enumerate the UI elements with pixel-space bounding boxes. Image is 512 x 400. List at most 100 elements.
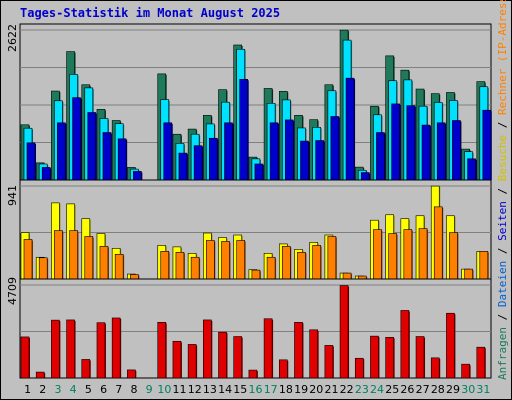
x-label-day-4: 4 bbox=[70, 383, 77, 396]
bar-sites-day-11 bbox=[175, 252, 185, 280]
legend-item-6: Besuche bbox=[496, 135, 509, 181]
x-label-day-17: 17 bbox=[264, 383, 278, 396]
x-label-day-10: 10 bbox=[157, 383, 171, 396]
bar-sites-day-27 bbox=[418, 228, 428, 280]
bar-sites-day-26 bbox=[403, 229, 413, 280]
panel-1: 2622 bbox=[6, 23, 492, 181]
bar-sites-day-2 bbox=[38, 257, 48, 280]
bar-kbytes-day-3 bbox=[51, 319, 60, 379]
bar-kbytes-day-23 bbox=[354, 357, 364, 379]
bar-pages-day-29 bbox=[452, 120, 461, 181]
bar-sites-day-13 bbox=[206, 240, 215, 280]
x-label-day-6: 6 bbox=[100, 383, 107, 396]
bar-pages-day-19 bbox=[300, 140, 309, 181]
x-label-day-14: 14 bbox=[218, 383, 232, 396]
x-label-day-19: 19 bbox=[294, 383, 308, 396]
bar-pages-day-28 bbox=[436, 122, 446, 181]
bar-kbytes-day-4 bbox=[66, 319, 75, 379]
bar-pages-day-18 bbox=[284, 119, 294, 181]
panel-3-ymax-label: 4709 bbox=[6, 277, 19, 305]
chart-title: Tages-Statistik im Monat August 2025 bbox=[20, 6, 281, 20]
bar-kbytes-day-11 bbox=[172, 340, 182, 379]
bar-sites-day-30 bbox=[464, 268, 473, 280]
x-label-day-30: 30 bbox=[461, 383, 475, 396]
bar-pages-day-11 bbox=[178, 152, 188, 181]
legend-item-7: / bbox=[496, 115, 509, 135]
bar-pages-day-20 bbox=[315, 140, 324, 181]
bar-kbytes-day-28 bbox=[430, 357, 440, 379]
legend-item-8: Rechner (IP-Adressen) bbox=[496, 0, 509, 115]
bar-pages-day-22 bbox=[345, 77, 355, 181]
x-label-day-15: 15 bbox=[233, 383, 247, 396]
bar-sites-day-24 bbox=[373, 229, 382, 280]
bar-pages-day-24 bbox=[376, 132, 385, 181]
bar-sites-day-10 bbox=[160, 251, 170, 280]
bar-pages-day-14 bbox=[224, 122, 233, 181]
legend-item-0: Anfragen bbox=[496, 327, 509, 380]
bar-sites-day-29 bbox=[449, 232, 458, 280]
bar-kbytes-day-13 bbox=[203, 319, 212, 379]
bar-sites-day-8 bbox=[130, 274, 139, 280]
bar-pages-day-12 bbox=[193, 145, 203, 181]
bar-sites-day-16 bbox=[251, 269, 261, 280]
bar-kbytes-day-22 bbox=[339, 285, 349, 379]
bar-kbytes-day-7 bbox=[111, 317, 121, 379]
bar-kbytes-day-6 bbox=[96, 322, 106, 379]
bar-pages-day-25 bbox=[391, 103, 400, 181]
x-label-day-23: 23 bbox=[355, 383, 369, 396]
legend-item-1: / bbox=[496, 307, 509, 327]
x-label-day-18: 18 bbox=[279, 383, 293, 396]
x-label-day-8: 8 bbox=[130, 383, 137, 396]
bar-kbytes-day-21 bbox=[324, 345, 334, 379]
bar-sites-day-12 bbox=[190, 256, 200, 280]
x-label-day-21: 21 bbox=[324, 383, 338, 396]
bar-pages-day-5 bbox=[87, 112, 97, 181]
bar-kbytes-day-18 bbox=[278, 359, 288, 379]
x-label-day-9: 9 bbox=[146, 383, 153, 396]
x-label-day-29: 29 bbox=[446, 383, 460, 396]
bar-sites-day-18 bbox=[281, 246, 291, 280]
bar-pages-day-3 bbox=[57, 122, 66, 181]
bar-sites-day-31 bbox=[479, 251, 489, 280]
x-label-day-28: 28 bbox=[431, 383, 445, 396]
bar-kbytes-day-24 bbox=[370, 335, 379, 379]
bar-sites-day-14 bbox=[221, 241, 230, 280]
x-label-day-1: 1 bbox=[24, 383, 31, 396]
x-axis-day-labels: 1 2 3 4 5 6 7 8 9 10 11 12 13 14 15 16 17 18 19 20 21 22 23 24 2… bbox=[24, 383, 490, 396]
bar-kbytes-day-15 bbox=[233, 336, 243, 379]
legend-item-5: / bbox=[496, 181, 509, 201]
bar-kbytes-day-10 bbox=[157, 322, 167, 379]
bar-kbytes-day-31 bbox=[476, 346, 486, 379]
bar-kbytes-day-30 bbox=[461, 363, 470, 379]
panel-3: 4709 bbox=[6, 277, 492, 379]
bar-sites-day-22 bbox=[342, 272, 352, 280]
legend-item-2: Dateien bbox=[496, 261, 509, 307]
bar-sites-day-1 bbox=[23, 239, 33, 280]
bar-kbytes-day-19 bbox=[294, 322, 303, 379]
bar-sites-day-6 bbox=[99, 246, 109, 280]
bar-sites-day-25 bbox=[388, 233, 397, 280]
bar-pages-day-8 bbox=[133, 171, 142, 181]
bar-kbytes-day-17 bbox=[263, 318, 273, 379]
bar-kbytes-day-26 bbox=[400, 310, 410, 379]
x-label-day-2: 2 bbox=[39, 383, 46, 396]
bar-pages-day-30 bbox=[467, 158, 476, 181]
bar-kbytes-day-16 bbox=[248, 369, 258, 379]
bar-pages-day-2 bbox=[41, 167, 51, 181]
bar-pages-day-10 bbox=[163, 122, 173, 181]
x-label-day-12: 12 bbox=[188, 383, 202, 396]
bar-sites-day-28 bbox=[433, 206, 443, 280]
bar-sites-day-20 bbox=[312, 245, 321, 280]
x-label-day-16: 16 bbox=[249, 383, 263, 396]
bar-kbytes-day-2 bbox=[35, 371, 45, 379]
bar-kbytes-day-20 bbox=[309, 329, 318, 379]
bar-kbytes-day-29 bbox=[446, 312, 455, 379]
bar-kbytes-day-8 bbox=[127, 369, 136, 379]
x-label-day-5: 5 bbox=[85, 383, 92, 396]
bar-sites-day-21 bbox=[327, 236, 337, 280]
bar-pages-day-1 bbox=[26, 142, 36, 181]
x-label-day-25: 25 bbox=[385, 383, 399, 396]
bar-sites-day-17 bbox=[266, 256, 276, 280]
panel-1-ymax-label: 2622 bbox=[6, 24, 19, 52]
